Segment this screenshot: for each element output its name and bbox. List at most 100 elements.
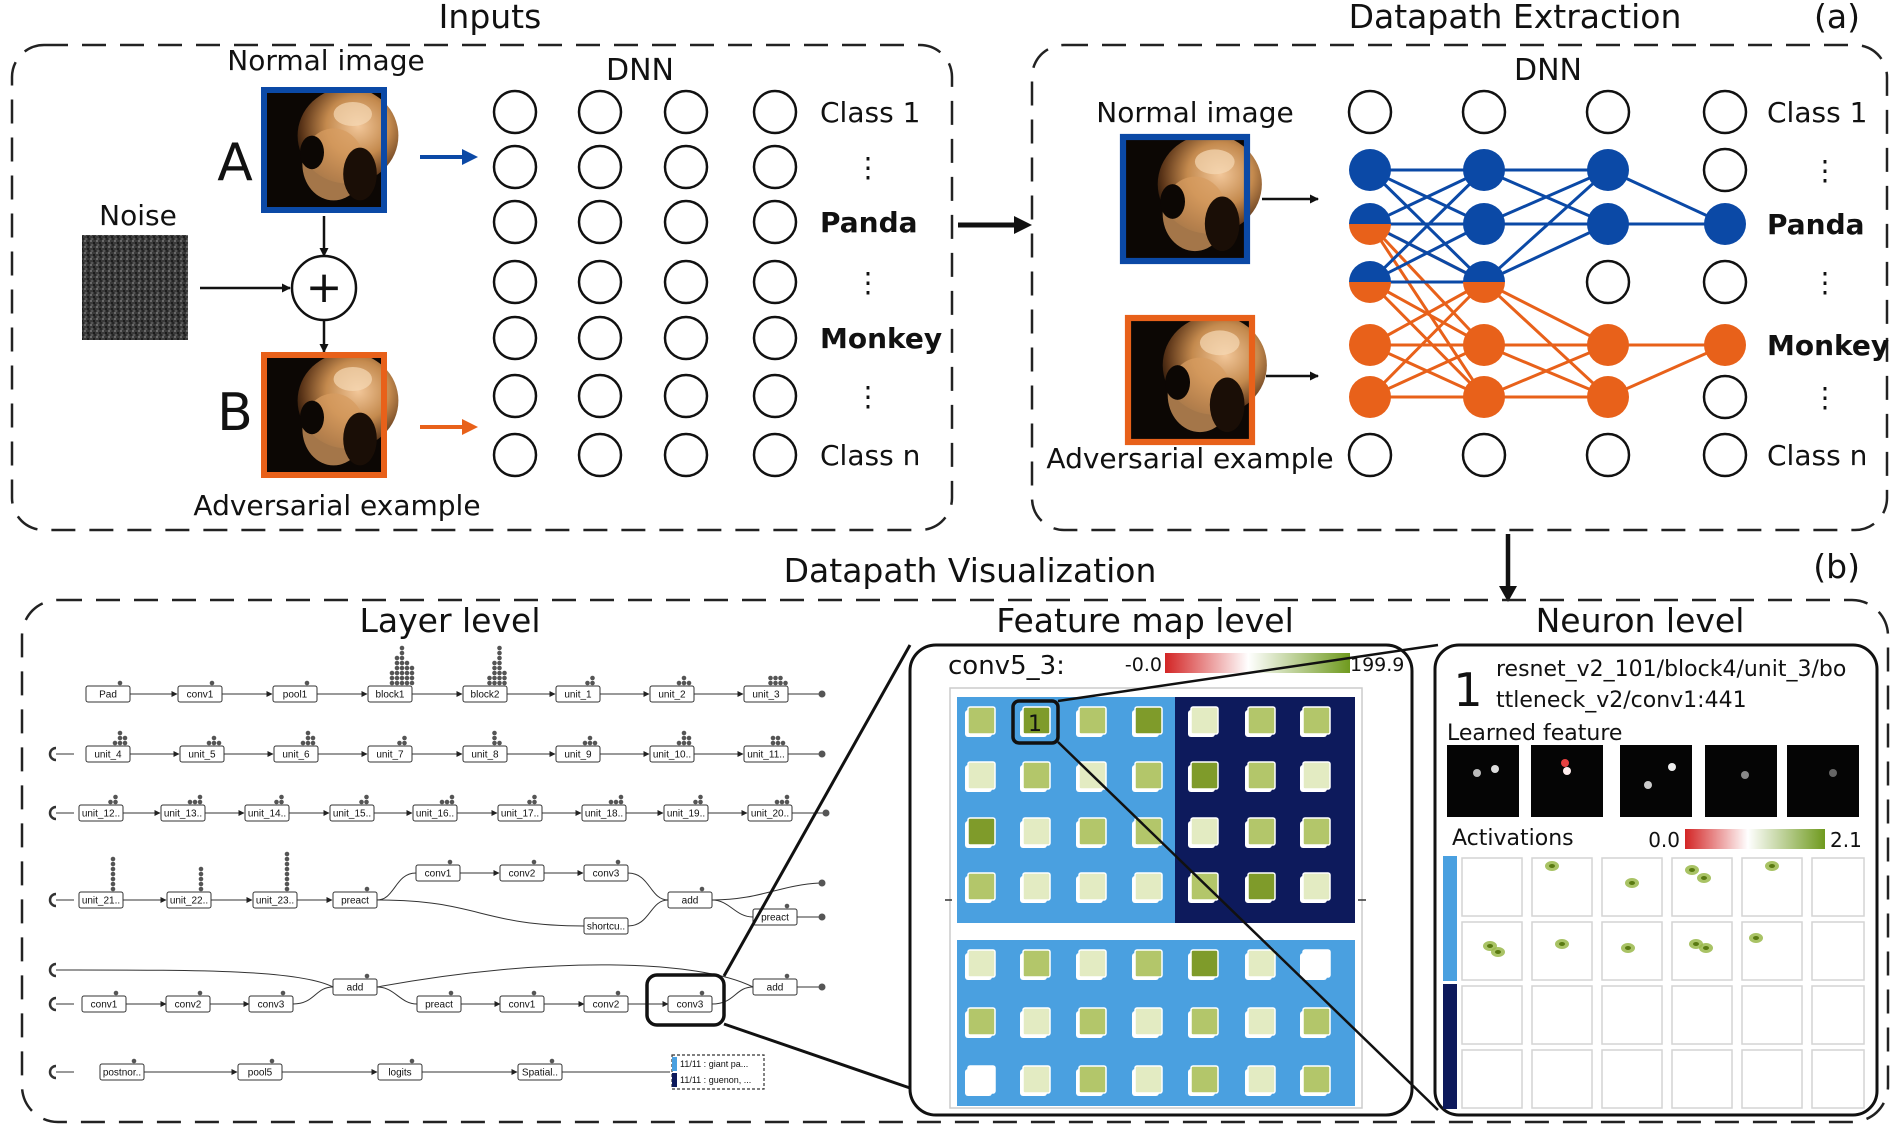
learned-feature-image[interactable] [1531,745,1603,817]
feature-map-layer-name: conv5_3: [948,651,1065,681]
feature-map-tile[interactable] [967,949,996,978]
feature-map-tile[interactable] [1190,706,1219,735]
feature-map-tile[interactable] [967,1065,996,1094]
feature-map-tile[interactable] [1078,1065,1107,1094]
feature-map-tile[interactable] [1302,761,1331,790]
activation-tile[interactable] [1811,985,1865,1045]
feature-map-tile[interactable] [1134,872,1163,901]
activation-tile[interactable] [1741,1049,1803,1109]
feature-map-tile[interactable] [967,1007,996,1036]
learned-feature-image[interactable] [1447,745,1519,817]
feature-map-tile[interactable] [1302,1007,1331,1036]
feature-map-tile[interactable] [1302,706,1331,735]
feature-map-tile[interactable] [1022,817,1051,846]
section-a-label: (a) [1814,0,1860,36]
feature-map-tile[interactable] [1190,949,1219,978]
learned-feature-image[interactable] [1787,745,1859,817]
path-neuron-l2-n5 [1463,324,1505,366]
feature-map-tile[interactable] [1022,761,1051,790]
feature-map-tile[interactable] [1134,1007,1163,1036]
activation-tile[interactable] [1461,985,1523,1045]
activation-tile[interactable] [1671,1049,1733,1109]
activation-dot [681,680,687,686]
feature-map-tile[interactable] [1247,761,1276,790]
feature-map-tile[interactable] [967,761,996,790]
feature-map-tile[interactable] [1022,1007,1051,1036]
layer-node-label: preact [341,896,369,907]
feature-map-tile[interactable] [1302,949,1331,978]
feature-map-tile[interactable] [1134,761,1163,790]
feature-map-tile[interactable] [1134,1065,1163,1094]
feature-map-tile[interactable] [1190,761,1219,790]
orange-edge [1482,280,1610,399]
feature-map-tile[interactable] [1247,706,1276,735]
path-neuron-l3-n5 [1587,324,1629,366]
feature-map-tile[interactable] [1247,817,1276,846]
activation-tile[interactable] [1531,857,1593,917]
neuron-l1-n1 [492,89,538,135]
selected-feature-map[interactable] [1011,699,1060,745]
feature-map-tile[interactable] [1078,872,1107,901]
activation-dot [497,670,502,676]
feature-map-tile[interactable] [1302,1065,1331,1094]
feature-map-tile[interactable] [967,872,996,901]
feature-map-tile[interactable] [1190,872,1219,901]
activation-tile[interactable] [1531,1049,1593,1109]
activation-dot [773,675,778,681]
activation-tile[interactable] [1601,1049,1663,1109]
activation-tile[interactable] [1741,985,1803,1045]
feature-map-tile[interactable] [1302,817,1331,846]
feature-map-tile[interactable] [1022,872,1051,901]
feature-map-tile[interactable] [1190,817,1219,846]
activation-dot [492,665,497,671]
activation-dot [585,680,590,686]
feature-map-tile[interactable] [1247,1065,1276,1094]
neuron-l1-n7 [492,432,538,478]
class-label-5: Monkey [820,322,942,355]
activation-tile[interactable] [1671,985,1733,1045]
layer-level-title: Layer level [360,601,541,640]
feature-map-tile[interactable] [1078,706,1107,735]
feature-map-tile[interactable] [1190,1065,1219,1094]
learned-feature-image[interactable] [1705,745,1777,817]
activation-tile[interactable] [1811,857,1865,917]
feature-map-tile[interactable] [1302,872,1331,901]
feature-map-tile[interactable] [967,706,996,735]
activation-tile[interactable] [1461,857,1523,917]
orange-edge [1483,343,1609,399]
feature-map-tile[interactable] [1078,949,1107,978]
activation-dot [775,740,781,746]
conv3-zoom-highlight[interactable] [645,973,726,1027]
feature-map-tile[interactable] [1247,1007,1276,1036]
extraction-class-label-7: Class n [1767,439,1867,472]
feature-map-tile[interactable] [1078,817,1107,846]
neuron-path-line2: ttleneck_v2/conv1:441 [1496,688,1747,713]
activation-dot [274,799,279,805]
activation-tile[interactable] [1531,921,1593,981]
learned-feature-image[interactable] [1620,745,1692,817]
activation-dot [394,680,400,686]
output-box[interactable] [671,1054,765,1090]
feature-map-tile[interactable] [1247,872,1276,901]
activation-dot [211,735,217,741]
activation-tile[interactable] [1741,921,1803,981]
feature-map-tile[interactable] [1078,1007,1107,1036]
feature-map-tile[interactable] [1134,706,1163,735]
feature-map-tile[interactable] [1134,949,1163,978]
activation-tile[interactable] [1601,985,1663,1045]
activation-tile[interactable] [1811,921,1865,981]
feature-map-tile[interactable] [1247,949,1276,978]
output-marker-guenon [672,1073,677,1087]
activation-tile[interactable] [1811,1049,1865,1109]
feature-map-tile[interactable] [1022,949,1051,978]
activation-tile[interactable] [1461,1049,1523,1109]
feature-map-tile[interactable] [1022,706,1051,735]
activation-tile[interactable] [1671,857,1733,917]
inputs-title: Inputs [439,0,542,36]
feature-map-tile[interactable] [1190,1007,1219,1036]
feature-map-tile[interactable] [967,817,996,846]
feature-map-tile[interactable] [1022,1065,1051,1094]
activation-dot [778,680,783,686]
activation-dot [197,794,203,800]
activation-tile[interactable] [1531,985,1593,1045]
